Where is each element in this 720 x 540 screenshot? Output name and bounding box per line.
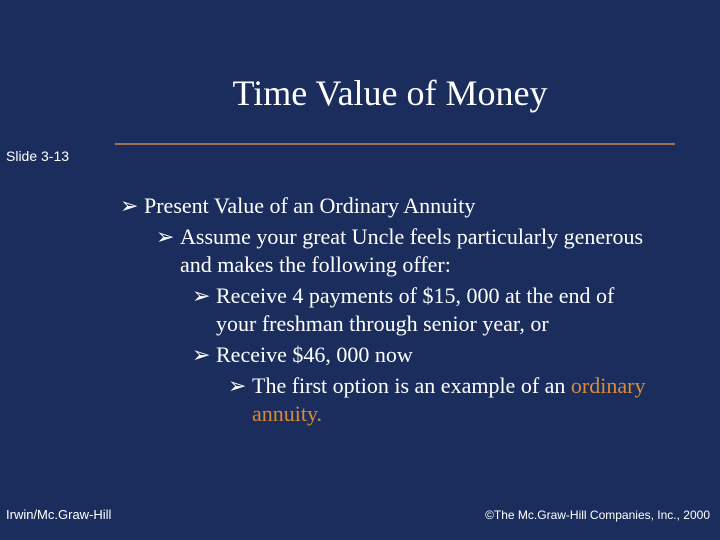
title-divider [115,143,675,145]
bullet-text-prefix: The first option is an example of an [252,373,571,398]
bullet-icon: ➢ [228,372,252,401]
footer-left: Irwin/Mc.Graw-Hill [6,507,111,522]
bullet-icon: ➢ [120,192,144,221]
bullet-level-3: ➢ Receive 4 payments of $15, 000 at the … [120,282,660,339]
slide-number-label: Slide 3-13 [6,148,69,164]
bullet-level-3: ➢ Receive $46, 000 now [120,341,660,370]
bullet-text: Receive $46, 000 now [216,341,660,370]
content-area: ➢ Present Value of an Ordinary Annuity ➢… [120,192,660,431]
bullet-text: The first option is an example of an ord… [252,372,660,429]
bullet-icon: ➢ [156,223,180,252]
bullet-text: Assume your great Uncle feels particular… [180,223,660,280]
bullet-text: Receive 4 payments of $15, 000 at the en… [216,282,660,339]
slide-title: Time Value of Money [0,0,720,114]
bullet-level-2: ➢ Assume your great Uncle feels particul… [120,223,660,280]
bullet-text: Present Value of an Ordinary Annuity [144,192,660,221]
bullet-level-1: ➢ Present Value of an Ordinary Annuity [120,192,660,221]
bullet-icon: ➢ [192,282,216,311]
bullet-level-4: ➢ The first option is an example of an o… [120,372,660,429]
bullet-icon: ➢ [192,341,216,370]
footer-right: ©The Mc.Graw-Hill Companies, Inc., 2000 [485,508,710,522]
